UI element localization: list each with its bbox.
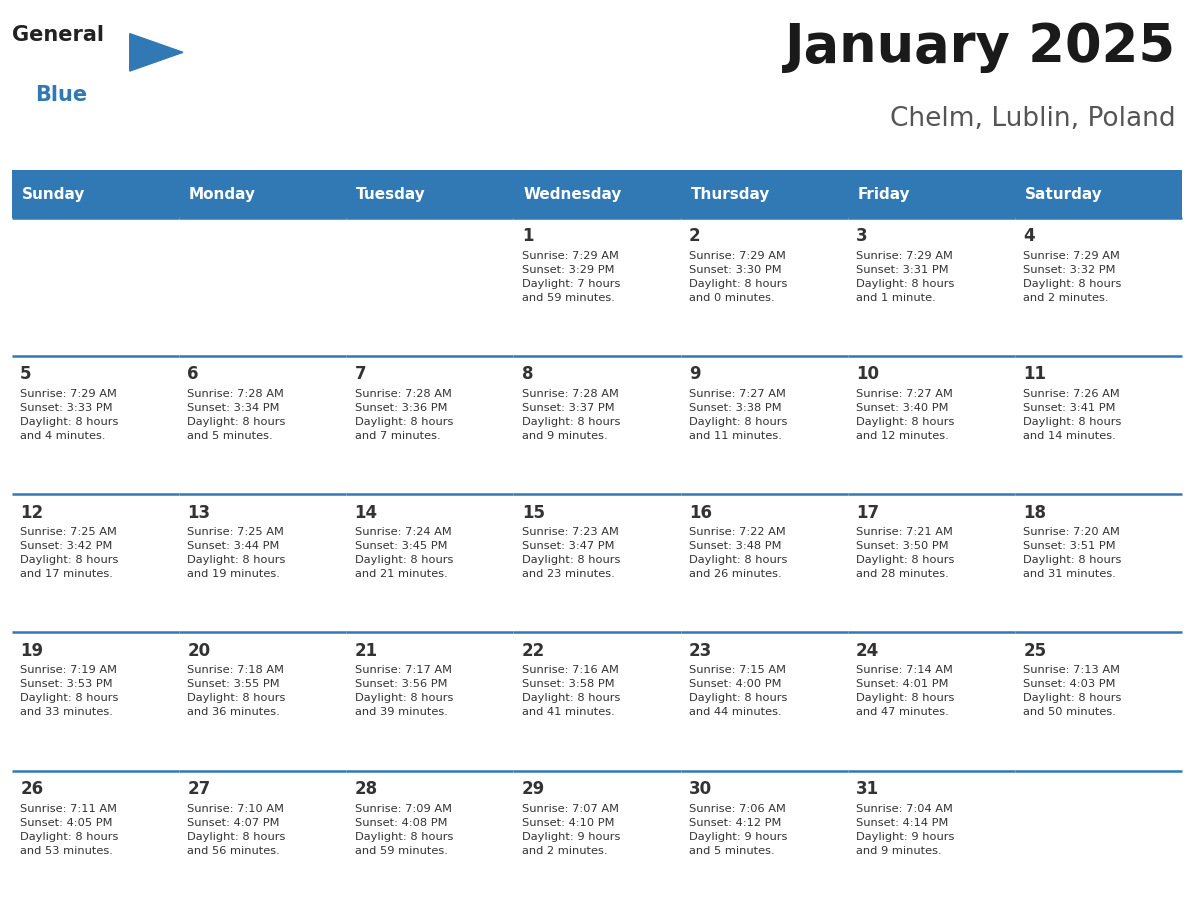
Text: Sunrise: 7:16 AM
Sunset: 3:58 PM
Daylight: 8 hours
and 41 minutes.: Sunrise: 7:16 AM Sunset: 3:58 PM Dayligh… [522, 666, 620, 718]
Text: Sunrise: 7:22 AM
Sunset: 3:48 PM
Daylight: 8 hours
and 26 minutes.: Sunrise: 7:22 AM Sunset: 3:48 PM Dayligh… [689, 527, 788, 579]
Text: Sunrise: 7:18 AM
Sunset: 3:55 PM
Daylight: 8 hours
and 36 minutes.: Sunrise: 7:18 AM Sunset: 3:55 PM Dayligh… [188, 666, 286, 718]
Text: Sunrise: 7:29 AM
Sunset: 3:29 PM
Daylight: 7 hours
and 59 minutes.: Sunrise: 7:29 AM Sunset: 3:29 PM Dayligh… [522, 251, 620, 303]
Text: Tuesday: Tuesday [356, 187, 426, 202]
Text: Sunrise: 7:17 AM
Sunset: 3:56 PM
Daylight: 8 hours
and 39 minutes.: Sunrise: 7:17 AM Sunset: 3:56 PM Dayligh… [354, 666, 453, 718]
Text: 14: 14 [354, 504, 378, 521]
Text: Sunrise: 7:07 AM
Sunset: 4:10 PM
Daylight: 9 hours
and 2 minutes.: Sunrise: 7:07 AM Sunset: 4:10 PM Dayligh… [522, 804, 620, 856]
Text: Sunrise: 7:14 AM
Sunset: 4:01 PM
Daylight: 8 hours
and 47 minutes.: Sunrise: 7:14 AM Sunset: 4:01 PM Dayligh… [857, 666, 954, 718]
Text: Thursday: Thursday [690, 187, 770, 202]
Text: 5: 5 [20, 365, 32, 384]
Text: Sunrise: 7:25 AM
Sunset: 3:44 PM
Daylight: 8 hours
and 19 minutes.: Sunrise: 7:25 AM Sunset: 3:44 PM Dayligh… [188, 527, 286, 579]
Text: 8: 8 [522, 365, 533, 384]
Text: 7: 7 [354, 365, 366, 384]
Text: Sunday: Sunday [21, 187, 86, 202]
Text: Sunrise: 7:23 AM
Sunset: 3:47 PM
Daylight: 8 hours
and 23 minutes.: Sunrise: 7:23 AM Sunset: 3:47 PM Dayligh… [522, 527, 620, 579]
Text: Sunrise: 7:25 AM
Sunset: 3:42 PM
Daylight: 8 hours
and 17 minutes.: Sunrise: 7:25 AM Sunset: 3:42 PM Dayligh… [20, 527, 119, 579]
Text: Sunrise: 7:29 AM
Sunset: 3:33 PM
Daylight: 8 hours
and 4 minutes.: Sunrise: 7:29 AM Sunset: 3:33 PM Dayligh… [20, 389, 119, 441]
Text: Blue: Blue [34, 85, 87, 106]
Text: Sunrise: 7:28 AM
Sunset: 3:36 PM
Daylight: 8 hours
and 7 minutes.: Sunrise: 7:28 AM Sunset: 3:36 PM Dayligh… [354, 389, 453, 441]
Text: 17: 17 [857, 504, 879, 521]
Text: 29: 29 [522, 780, 545, 799]
Text: Sunrise: 7:29 AM
Sunset: 3:30 PM
Daylight: 8 hours
and 0 minutes.: Sunrise: 7:29 AM Sunset: 3:30 PM Dayligh… [689, 251, 788, 303]
Text: Chelm, Lublin, Poland: Chelm, Lublin, Poland [891, 106, 1176, 131]
Text: Sunrise: 7:28 AM
Sunset: 3:34 PM
Daylight: 8 hours
and 5 minutes.: Sunrise: 7:28 AM Sunset: 3:34 PM Dayligh… [188, 389, 286, 441]
Text: 11: 11 [1023, 365, 1047, 384]
Text: 21: 21 [354, 642, 378, 660]
Text: 28: 28 [354, 780, 378, 799]
Text: 12: 12 [20, 504, 44, 521]
Text: 13: 13 [188, 504, 210, 521]
Text: Sunrise: 7:19 AM
Sunset: 3:53 PM
Daylight: 8 hours
and 33 minutes.: Sunrise: 7:19 AM Sunset: 3:53 PM Dayligh… [20, 666, 119, 718]
Text: 10: 10 [857, 365, 879, 384]
Text: Sunrise: 7:24 AM
Sunset: 3:45 PM
Daylight: 8 hours
and 21 minutes.: Sunrise: 7:24 AM Sunset: 3:45 PM Dayligh… [354, 527, 453, 579]
Text: Sunrise: 7:27 AM
Sunset: 3:40 PM
Daylight: 8 hours
and 12 minutes.: Sunrise: 7:27 AM Sunset: 3:40 PM Dayligh… [857, 389, 954, 441]
Text: 1: 1 [522, 228, 533, 245]
Text: 24: 24 [857, 642, 879, 660]
Text: 2: 2 [689, 228, 701, 245]
Text: 25: 25 [1023, 642, 1047, 660]
Text: Sunrise: 7:29 AM
Sunset: 3:31 PM
Daylight: 8 hours
and 1 minute.: Sunrise: 7:29 AM Sunset: 3:31 PM Dayligh… [857, 251, 954, 303]
Text: 27: 27 [188, 780, 210, 799]
Text: Sunrise: 7:04 AM
Sunset: 4:14 PM
Daylight: 9 hours
and 9 minutes.: Sunrise: 7:04 AM Sunset: 4:14 PM Dayligh… [857, 804, 954, 856]
Text: 16: 16 [689, 504, 712, 521]
Text: 26: 26 [20, 780, 44, 799]
Text: Sunrise: 7:20 AM
Sunset: 3:51 PM
Daylight: 8 hours
and 31 minutes.: Sunrise: 7:20 AM Sunset: 3:51 PM Dayligh… [1023, 527, 1121, 579]
Text: General: General [12, 25, 103, 45]
Text: Sunrise: 7:21 AM
Sunset: 3:50 PM
Daylight: 8 hours
and 28 minutes.: Sunrise: 7:21 AM Sunset: 3:50 PM Dayligh… [857, 527, 954, 579]
Text: Sunrise: 7:29 AM
Sunset: 3:32 PM
Daylight: 8 hours
and 2 minutes.: Sunrise: 7:29 AM Sunset: 3:32 PM Dayligh… [1023, 251, 1121, 303]
Text: 30: 30 [689, 780, 712, 799]
Text: 4: 4 [1023, 228, 1035, 245]
Text: Saturday: Saturday [1025, 187, 1102, 202]
Text: 22: 22 [522, 642, 545, 660]
Text: Friday: Friday [858, 187, 910, 202]
Text: 15: 15 [522, 504, 545, 521]
Text: January 2025: January 2025 [785, 20, 1176, 73]
Text: 18: 18 [1023, 504, 1047, 521]
Text: Sunrise: 7:06 AM
Sunset: 4:12 PM
Daylight: 9 hours
and 5 minutes.: Sunrise: 7:06 AM Sunset: 4:12 PM Dayligh… [689, 804, 788, 856]
Text: Sunrise: 7:28 AM
Sunset: 3:37 PM
Daylight: 8 hours
and 9 minutes.: Sunrise: 7:28 AM Sunset: 3:37 PM Dayligh… [522, 389, 620, 441]
Text: Sunrise: 7:26 AM
Sunset: 3:41 PM
Daylight: 8 hours
and 14 minutes.: Sunrise: 7:26 AM Sunset: 3:41 PM Dayligh… [1023, 389, 1121, 441]
Text: 3: 3 [857, 228, 867, 245]
Text: 23: 23 [689, 642, 712, 660]
Text: 20: 20 [188, 642, 210, 660]
Text: Sunrise: 7:27 AM
Sunset: 3:38 PM
Daylight: 8 hours
and 11 minutes.: Sunrise: 7:27 AM Sunset: 3:38 PM Dayligh… [689, 389, 788, 441]
Text: 19: 19 [20, 642, 44, 660]
Text: 31: 31 [857, 780, 879, 799]
Text: 9: 9 [689, 365, 701, 384]
Text: Sunrise: 7:10 AM
Sunset: 4:07 PM
Daylight: 8 hours
and 56 minutes.: Sunrise: 7:10 AM Sunset: 4:07 PM Dayligh… [188, 804, 286, 856]
Text: Sunrise: 7:11 AM
Sunset: 4:05 PM
Daylight: 8 hours
and 53 minutes.: Sunrise: 7:11 AM Sunset: 4:05 PM Dayligh… [20, 804, 119, 856]
Polygon shape [129, 34, 183, 71]
Text: Sunrise: 7:15 AM
Sunset: 4:00 PM
Daylight: 8 hours
and 44 minutes.: Sunrise: 7:15 AM Sunset: 4:00 PM Dayligh… [689, 666, 788, 718]
Text: Sunrise: 7:13 AM
Sunset: 4:03 PM
Daylight: 8 hours
and 50 minutes.: Sunrise: 7:13 AM Sunset: 4:03 PM Dayligh… [1023, 666, 1121, 718]
Text: Wednesday: Wednesday [524, 187, 621, 202]
Text: 6: 6 [188, 365, 198, 384]
Text: Sunrise: 7:09 AM
Sunset: 4:08 PM
Daylight: 8 hours
and 59 minutes.: Sunrise: 7:09 AM Sunset: 4:08 PM Dayligh… [354, 804, 453, 856]
Text: Monday: Monday [189, 187, 257, 202]
